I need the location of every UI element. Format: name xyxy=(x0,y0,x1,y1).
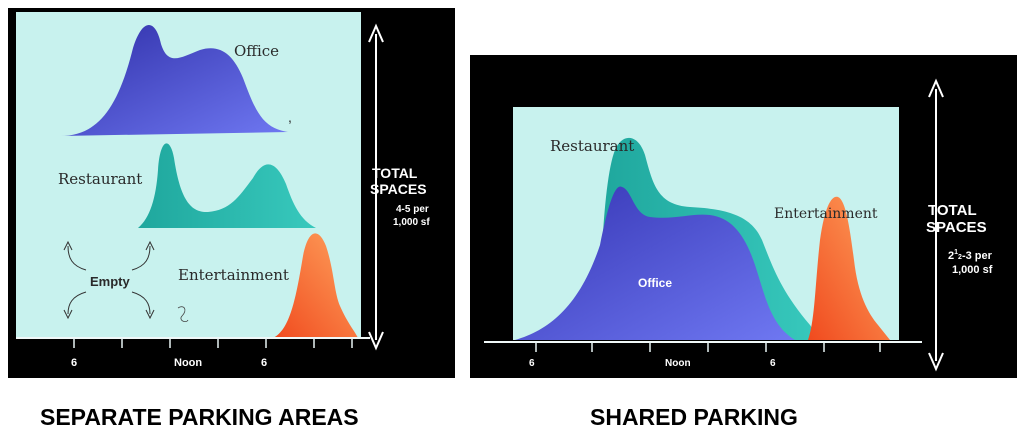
entertainment-label: Entertainment xyxy=(178,266,289,284)
stray-mark: , xyxy=(288,109,292,125)
total-spaces-arrow-bottom-head xyxy=(928,352,944,372)
shared-parking-chart: Restaurant Office Entertainment 6 Noon 6… xyxy=(484,78,993,372)
total-spaces-arrow-top-head xyxy=(928,78,944,98)
x-tick-label-6am: 6 xyxy=(529,358,535,369)
office-area xyxy=(60,25,288,136)
x-tick-label-6am: 6 xyxy=(71,357,77,369)
empty-arrow-up-right-head xyxy=(145,240,155,251)
total-spaces-title-1: TOTAL xyxy=(372,165,418,181)
x-tick-label-noon: Noon xyxy=(665,358,691,369)
entertainment-label: Entertainment xyxy=(774,206,878,222)
empty-label: Empty xyxy=(90,274,131,289)
small-curl-mark xyxy=(177,306,189,323)
empty-arrow-down-left-head xyxy=(63,309,73,320)
empty-arrow-up-right xyxy=(131,245,151,271)
restaurant-label: Restaurant xyxy=(550,137,634,155)
total-spaces-ratio: 4-5 per xyxy=(396,204,429,215)
x-axis-ticks xyxy=(535,342,881,352)
x-tick-label-6pm: 6 xyxy=(770,358,776,369)
total-spaces-arrow-top-head xyxy=(368,23,384,43)
total-spaces-ratio: 212-3 per xyxy=(948,249,993,262)
total-spaces-unit: 1,000 sf xyxy=(393,217,430,228)
total-spaces-title-2: SPACES xyxy=(370,181,427,197)
separate-parking-panel: Office , Restaurant Entertainment Empty xyxy=(8,8,455,378)
entertainment-area xyxy=(273,233,358,338)
total-spaces-arrow-bottom-head xyxy=(368,331,384,351)
empty-arrow-up-left xyxy=(67,245,87,271)
shared-parking-panel: Restaurant Office Entertainment 6 Noon 6… xyxy=(470,55,1017,378)
entertainment-area xyxy=(808,196,890,340)
caption-shared-parking: SHARED PARKING xyxy=(590,404,798,430)
office-area xyxy=(515,186,795,340)
x-tick-label-noon: Noon xyxy=(174,357,202,369)
empty-arrow-down-right-head xyxy=(145,309,155,320)
total-spaces-title-2: SPACES xyxy=(926,219,987,236)
office-label: Office xyxy=(638,276,672,290)
caption-separate-parking: SEPARATE PARKING AREAS xyxy=(40,404,359,430)
total-spaces-title-1: TOTAL xyxy=(928,202,977,219)
separate-parking-chart: Office , Restaurant Entertainment Empty xyxy=(16,12,430,369)
total-spaces-unit: 1,000 sf xyxy=(952,264,993,276)
restaurant-area xyxy=(138,143,316,228)
restaurant-label: Restaurant xyxy=(58,170,142,188)
office-label: Office xyxy=(234,42,279,60)
empty-arrow-down-right xyxy=(131,291,151,315)
empty-arrow-up-left-head xyxy=(63,240,73,251)
x-tick-label-6pm: 6 xyxy=(261,357,267,369)
x-axis-ticks xyxy=(73,338,353,348)
empty-arrow-down-left xyxy=(67,291,87,315)
